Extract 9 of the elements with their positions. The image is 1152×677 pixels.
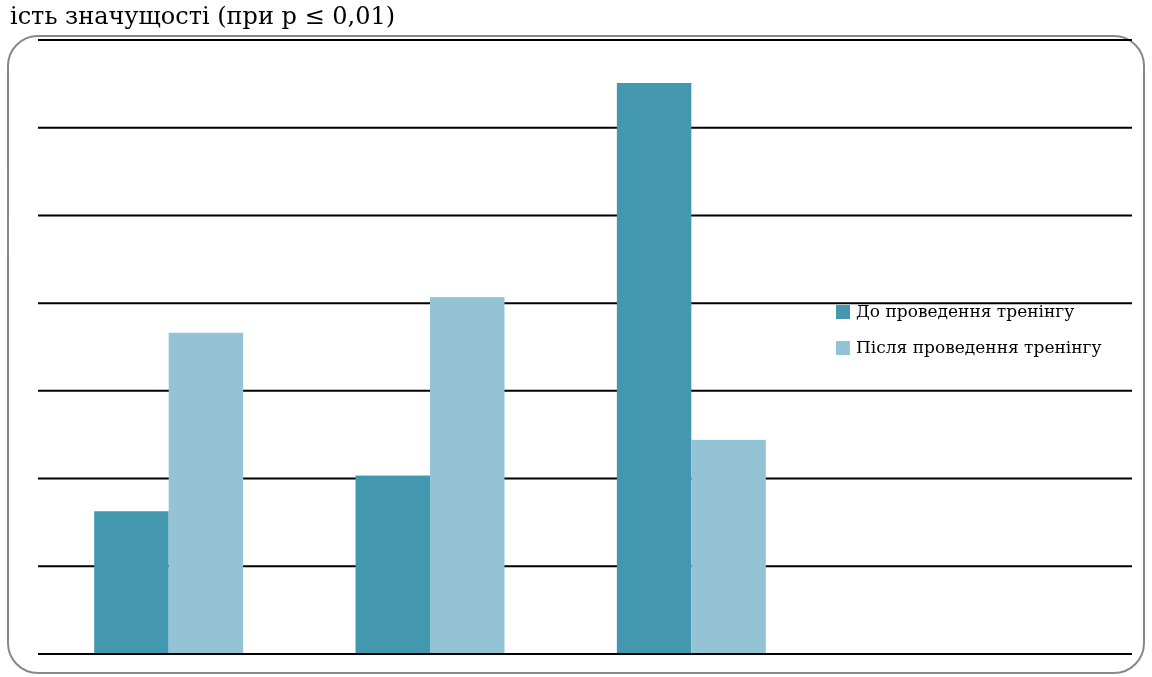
bar [616,82,692,654]
bar [691,439,766,654]
bar [168,332,244,654]
bar [430,297,505,654]
legend-label: Після проведення тренінгу [856,337,1102,357]
bar [355,475,430,654]
chart-title: ість значущості (при р ≤ 0,01) [10,2,396,30]
legend-label: До проведення тренінгу [856,301,1075,321]
bar [94,511,169,654]
